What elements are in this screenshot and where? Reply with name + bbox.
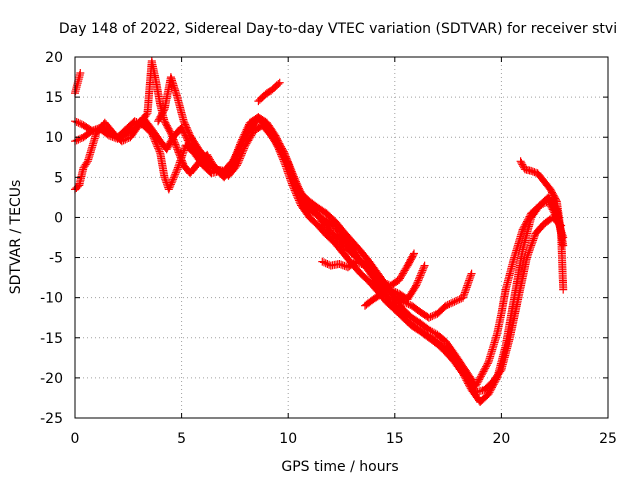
- y-tick-label: -20: [40, 371, 63, 387]
- trace-series-6: [361, 261, 429, 310]
- y-tick-label: -10: [40, 291, 63, 307]
- y-axis-label: SDTVAR / TECUs: [8, 180, 24, 295]
- trace-markers: [71, 114, 568, 390]
- x-tick-label: 10: [279, 431, 297, 447]
- trace-markers: [318, 249, 418, 290]
- x-tick-label: 25: [599, 431, 617, 447]
- y-tick-label: -15: [40, 331, 63, 347]
- y-tick-label: 10: [45, 130, 63, 146]
- trace-series-9: [254, 78, 284, 106]
- x-tick-label: 15: [386, 431, 404, 447]
- trace-markers: [361, 261, 429, 310]
- trace-series-7: [516, 157, 568, 294]
- data-traces: [71, 57, 568, 406]
- trace-markers: [71, 69, 85, 98]
- x-tick-label: 0: [71, 431, 80, 447]
- trace-series-4: [154, 73, 476, 322]
- x-axis-label: GPS time / hours: [281, 459, 398, 475]
- y-tick-label: 20: [45, 50, 63, 66]
- trace-series-5: [318, 249, 418, 290]
- trace-line: [157, 76, 473, 319]
- trace-markers: [516, 157, 568, 294]
- trace-markers: [154, 73, 476, 322]
- y-tick-label: 15: [45, 90, 63, 106]
- axes: 0 5 10 15 20 25 -25 -20 -15 -10 -5 0 5 10 15 20: [40, 50, 617, 447]
- x-tick-label: 5: [177, 431, 186, 447]
- y-tick-label: 0: [54, 210, 63, 226]
- trace-markers: [254, 78, 284, 106]
- y-tick-label: -5: [49, 251, 63, 267]
- chart-title: Day 148 of 2022, Sidereal Day-to-day VTE…: [59, 21, 617, 37]
- y-tick-label: 5: [54, 170, 63, 186]
- x-tick-label: 20: [492, 431, 510, 447]
- y-tick-label: -25: [40, 411, 63, 427]
- trace-series-8: [71, 69, 85, 98]
- plot-frame: [74, 56, 609, 419]
- trace-series-1: [71, 114, 568, 390]
